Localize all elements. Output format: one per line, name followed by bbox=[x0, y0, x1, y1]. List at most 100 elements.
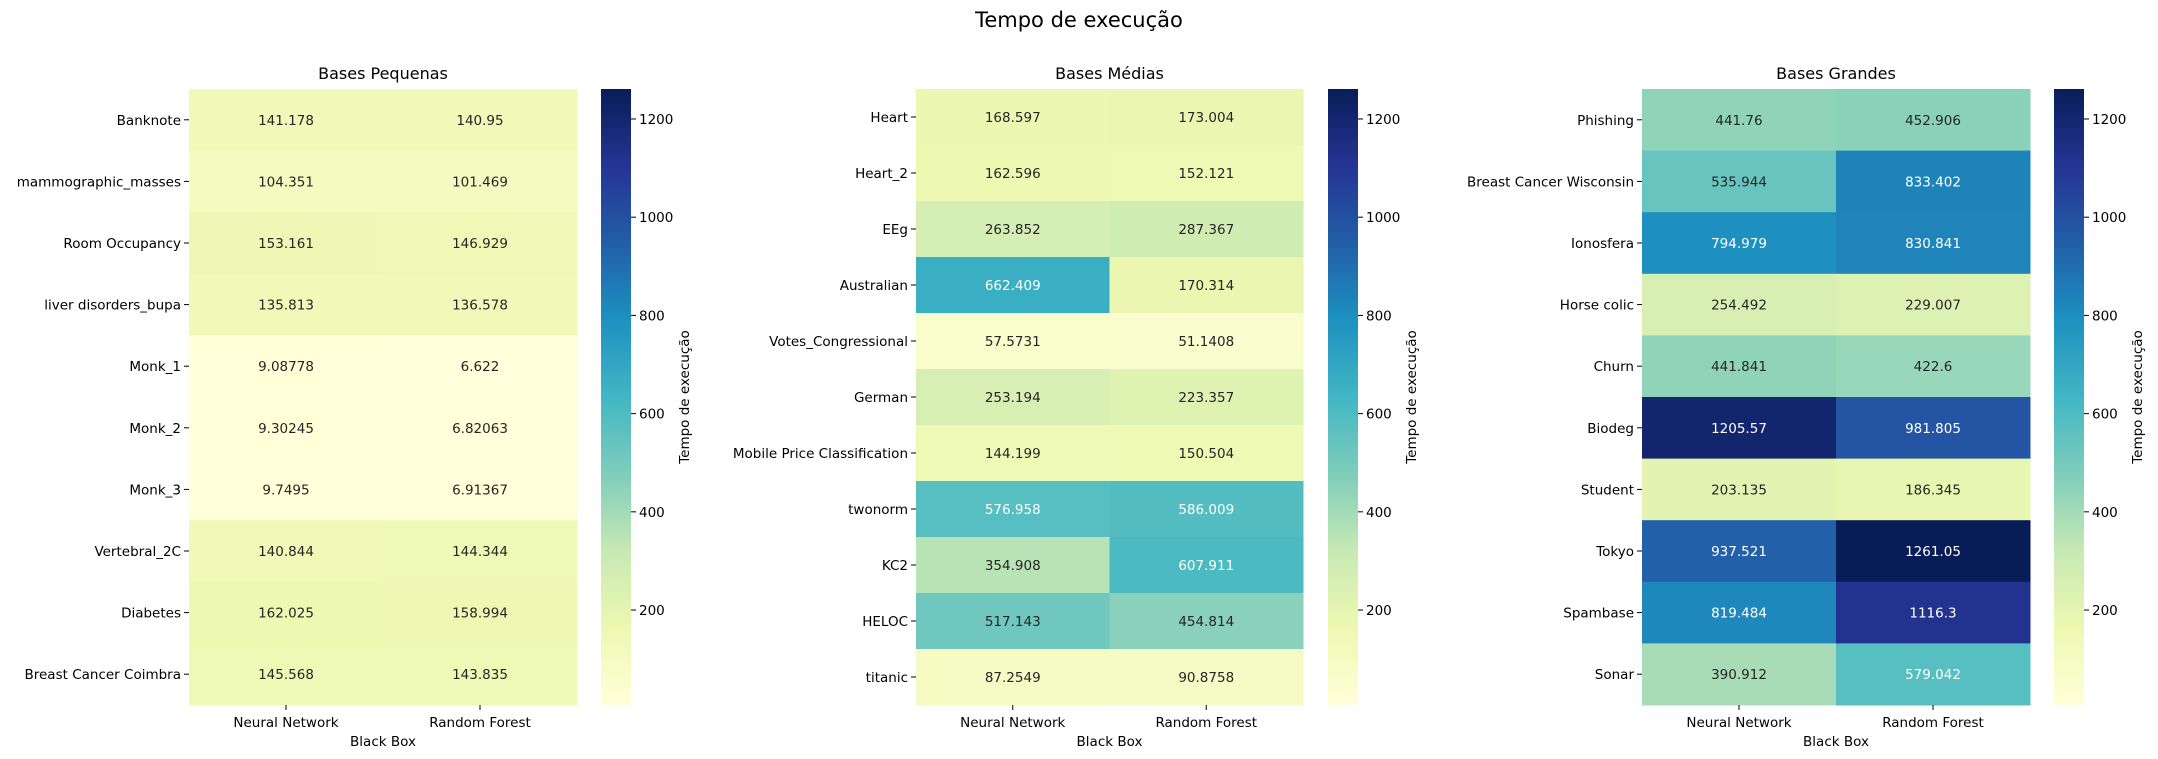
cell-value-label: 229.007 bbox=[1905, 298, 1961, 314]
heatmap-cell bbox=[383, 520, 578, 583]
colorbar-tick-label: 400 bbox=[1366, 505, 1392, 521]
x-tick-label: Random Forest bbox=[1155, 715, 1257, 731]
heatmap-cell bbox=[1836, 643, 2031, 706]
cell-value-label: 145.568 bbox=[258, 667, 314, 683]
y-tick-label: Student bbox=[1581, 482, 1634, 498]
heatmap-cell bbox=[189, 212, 384, 275]
x-tick-label: Random Forest bbox=[1882, 715, 1984, 731]
y-tick-label: Breast Cancer Wisconsin bbox=[1467, 174, 1634, 190]
cell-value-label: 607.911 bbox=[1178, 558, 1234, 574]
colorbar-tick-label: 1200 bbox=[639, 112, 673, 128]
x-tick-label: Random Forest bbox=[429, 715, 531, 731]
cell-value-label: 57.5731 bbox=[985, 334, 1041, 350]
colorbar-tick-label: 800 bbox=[2092, 308, 2118, 324]
cell-value-label: 162.025 bbox=[258, 606, 314, 622]
cell-value-label: 422.6 bbox=[1914, 359, 1953, 375]
heatmap-cell bbox=[916, 425, 1110, 482]
colorbar bbox=[2054, 89, 2084, 705]
cell-value-label: 135.813 bbox=[258, 298, 314, 314]
cell-value-label: 794.979 bbox=[1711, 236, 1767, 252]
colorbar-tick-label: 600 bbox=[1366, 407, 1392, 423]
y-tick-label: mammographic_masses bbox=[17, 174, 181, 190]
x-axis-label: Black Box bbox=[350, 734, 416, 750]
cell-value-label: 354.908 bbox=[985, 558, 1041, 574]
y-tick-label: Ionosfera bbox=[1571, 236, 1634, 252]
heatmap-cell bbox=[383, 397, 578, 460]
heatmap-cell bbox=[1109, 369, 1304, 426]
y-tick-label: Heart bbox=[870, 110, 908, 126]
cell-value-label: 90.8758 bbox=[1178, 670, 1234, 686]
cell-value-label: 152.121 bbox=[1178, 166, 1234, 182]
cell-value-label: 146.929 bbox=[452, 236, 508, 252]
cell-value-label: 819.484 bbox=[1711, 606, 1767, 622]
cell-value-label: 153.161 bbox=[258, 236, 314, 252]
cell-value-label: 9.30245 bbox=[258, 421, 314, 437]
colorbar-tick-label: 1200 bbox=[1366, 112, 1400, 128]
colorbar-label: Tempo de execução bbox=[2130, 330, 2146, 465]
heatmap-cell bbox=[189, 458, 384, 521]
y-tick-label: HELOC bbox=[862, 614, 908, 630]
cell-value-label: 170.314 bbox=[1178, 278, 1234, 294]
cell-value-label: 223.357 bbox=[1178, 390, 1234, 406]
heatmap-cell bbox=[1109, 145, 1304, 202]
cell-value-label: 981.805 bbox=[1905, 421, 1961, 437]
x-tick-label: Neural Network bbox=[233, 715, 338, 731]
heatmap-cell bbox=[1109, 593, 1304, 650]
y-tick-label: Australian bbox=[840, 278, 908, 294]
cell-value-label: 173.004 bbox=[1178, 110, 1234, 126]
x-tick-label: Neural Network bbox=[1686, 715, 1791, 731]
colorbar-tick-label: 400 bbox=[639, 505, 665, 521]
y-tick-label: Monk_1 bbox=[129, 359, 181, 375]
heatmap-cell bbox=[1642, 335, 1837, 398]
heatmap-cell bbox=[1642, 273, 1837, 336]
heatmap-cell bbox=[189, 520, 384, 583]
y-tick-label: Room Occupancy bbox=[63, 236, 181, 252]
cell-value-label: 441.76 bbox=[1715, 113, 1762, 129]
cell-value-label: 6.82063 bbox=[452, 421, 508, 437]
heatmap-cell bbox=[916, 537, 1110, 594]
x-axis-label: Black Box bbox=[1803, 734, 1869, 750]
cell-value-label: 833.402 bbox=[1905, 174, 1961, 190]
cell-value-label: 140.95 bbox=[456, 113, 503, 129]
y-tick-label: German bbox=[854, 390, 908, 406]
y-tick-label: EEg bbox=[882, 222, 908, 238]
heatmap-cell bbox=[916, 89, 1110, 146]
colorbar-label: Tempo de execução bbox=[1404, 330, 1420, 465]
heatmap-panel: Bases Grandes 441.76 452.906 535.944 833.402… bbox=[1467, 64, 2146, 750]
cell-value-label: 168.597 bbox=[985, 110, 1041, 126]
y-tick-label: Heart_2 bbox=[855, 166, 908, 182]
cell-value-label: 141.178 bbox=[258, 113, 314, 129]
y-tick-label: Monk_3 bbox=[129, 482, 181, 498]
cell-value-label: 535.944 bbox=[1711, 174, 1767, 190]
heatmap-cell bbox=[383, 273, 578, 336]
cell-value-label: 144.344 bbox=[452, 544, 508, 560]
y-tick-label: Sonar bbox=[1595, 667, 1635, 683]
heatmap-cell bbox=[1109, 257, 1304, 314]
cell-value-label: 203.135 bbox=[1711, 482, 1767, 498]
heatmap-cell bbox=[1109, 313, 1304, 370]
y-tick-label: Spambase bbox=[1563, 606, 1634, 622]
cell-value-label: 441.841 bbox=[1711, 359, 1767, 375]
y-tick-label: Churn bbox=[1594, 359, 1634, 375]
y-tick-label: twonorm bbox=[848, 502, 908, 518]
heatmap-cell bbox=[1642, 397, 1837, 460]
heatmap-cell bbox=[1109, 425, 1304, 482]
heatmap-cell bbox=[189, 335, 384, 398]
colorbar-tick-label: 200 bbox=[1366, 603, 1392, 619]
cell-value-label: 9.7495 bbox=[262, 482, 309, 498]
colorbar-tick-label: 200 bbox=[2092, 603, 2118, 619]
heatmap-panel: Bases Médias 168.597 173.004 162.596 152.121… bbox=[733, 64, 1420, 750]
cell-value-label: 579.042 bbox=[1905, 667, 1961, 683]
cell-value-label: 6.622 bbox=[461, 359, 500, 375]
heatmap-cell bbox=[383, 643, 578, 706]
cell-value-label: 186.345 bbox=[1905, 482, 1961, 498]
y-tick-label: Horse colic bbox=[1560, 298, 1634, 314]
panel-title: Bases Grandes bbox=[1776, 64, 1896, 83]
colorbar-tick-label: 800 bbox=[1366, 308, 1392, 324]
cell-value-label: 454.814 bbox=[1178, 614, 1234, 630]
heatmap-cell bbox=[916, 481, 1110, 538]
heatmap-cell bbox=[916, 649, 1110, 706]
heatmap-panel: Bases Pequenas 141.178 140.95 104.351 101.46… bbox=[17, 64, 693, 750]
heatmap-cell bbox=[1642, 520, 1837, 583]
